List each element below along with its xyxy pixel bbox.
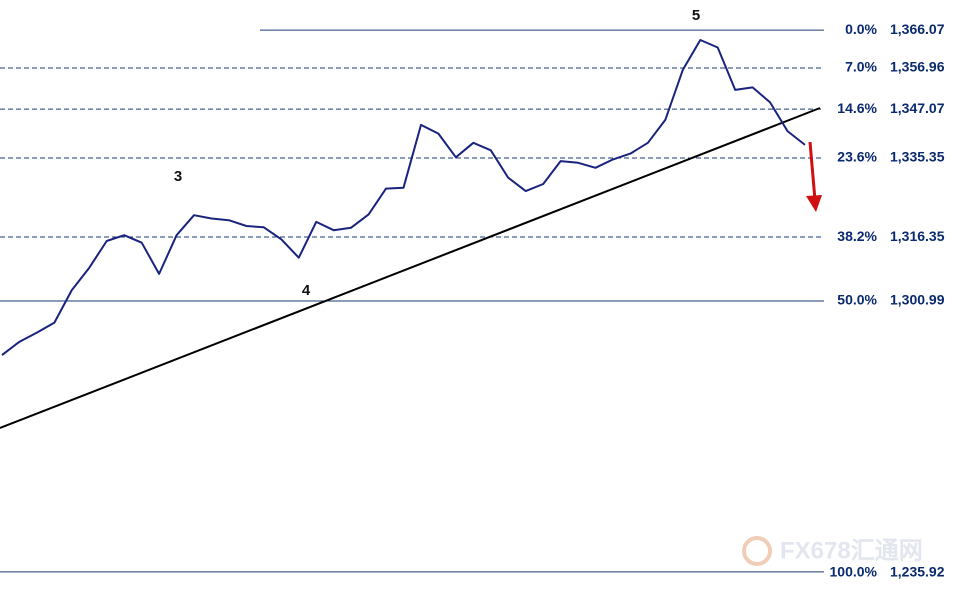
wave-label: 3	[174, 168, 182, 185]
down-arrow	[806, 141, 822, 212]
label-bg	[824, 59, 966, 78]
fib-price: 1,235.92	[890, 564, 945, 580]
fib-price: 1,335.35	[890, 149, 945, 165]
label-bg	[824, 563, 966, 582]
fib-ratio: 23.6%	[837, 149, 877, 165]
fib-ratio: 50.0%	[837, 292, 877, 308]
label-bg	[824, 100, 966, 119]
fib-ratio: 14.6%	[837, 100, 877, 116]
wave-label: 5	[692, 7, 700, 24]
fib-ratio: 100.0%	[830, 564, 878, 580]
fib-ratio: 7.0%	[845, 59, 877, 75]
watermark: FX678汇通网	[780, 537, 923, 564]
trend-line	[0, 107, 821, 429]
label-bg	[824, 291, 966, 310]
price-line	[1, 39, 806, 356]
fib-price: 1,300.99	[890, 292, 945, 308]
fib-price: 1,347.07	[890, 100, 945, 116]
wave-label: 4	[302, 282, 311, 299]
fib-levels: 0.0% 1,366.07 7.0% 1,356.96 14.6% 1,347.07 23.…	[0, 21, 966, 582]
fib-price: 1,356.96	[890, 59, 945, 75]
label-bg	[824, 228, 966, 247]
label-bg	[824, 21, 966, 40]
watermark-logo	[742, 536, 772, 566]
fib-ratio: 0.0%	[845, 21, 877, 37]
annotations: 3 4 5	[174, 7, 700, 299]
fib-price: 1,366.07	[890, 21, 945, 37]
fib-price: 1,316.35	[890, 228, 945, 244]
label-bg	[824, 148, 966, 167]
plot	[1, 39, 806, 356]
fib-ratio: 38.2%	[837, 228, 877, 244]
